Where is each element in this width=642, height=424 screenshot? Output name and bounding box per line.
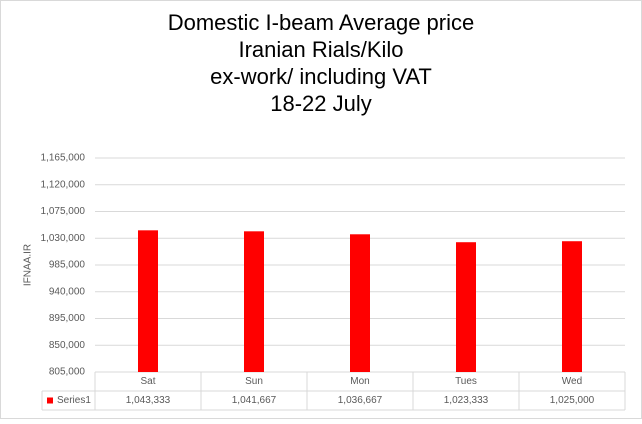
bar [456,242,476,372]
x-tick-label: Wed [562,376,582,387]
chart-title: ex-work/ including VAT [210,64,432,89]
y-axis-label: IFNAA.IR [23,244,34,286]
y-tick-label: 1,165,000 [41,153,86,164]
y-tick-label: 1,030,000 [41,233,86,244]
y-tick-label: 1,075,000 [41,206,86,217]
legend-swatch [47,397,53,404]
y-tick-label: 1,120,000 [41,179,86,190]
bar [138,230,158,372]
x-tick-label: Sun [245,376,263,387]
table-value: 1,025,000 [550,395,595,406]
bar [350,234,370,372]
y-tick-label: 985,000 [49,260,86,271]
table-value: 1,041,667 [232,395,277,406]
chart-title: 18-22 July [270,91,372,116]
chart-title: Domestic I-beam Average price [168,10,475,35]
y-tick-label: 850,000 [49,340,86,351]
table-value: 1,036,667 [338,395,383,406]
y-tick-label: 805,000 [49,367,86,378]
table-value: 1,023,333 [444,395,489,406]
legend-label: Series1 [57,395,91,406]
chart-title: Iranian Rials/Kilo [238,37,403,62]
y-tick-label: 940,000 [49,286,86,297]
y-tick-label: 895,000 [49,313,86,324]
x-tick-label: Mon [350,376,369,387]
bar [562,241,582,372]
table-value: 1,043,333 [126,395,171,406]
bar [244,231,264,372]
x-tick-label: Tues [455,376,477,387]
x-tick-label: Sat [140,376,155,387]
